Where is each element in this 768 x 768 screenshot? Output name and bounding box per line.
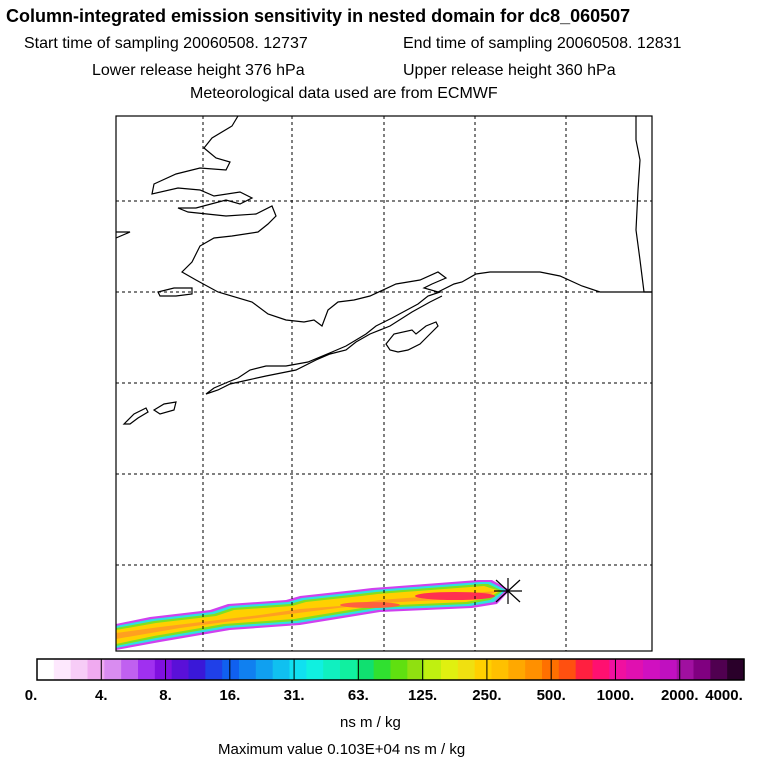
island-small-2 — [122, 407, 149, 425]
colorbar-tick-label: 31. — [283, 687, 305, 704]
island-small-3 — [152, 401, 177, 415]
colorbar-cell — [70, 659, 89, 680]
colorbar-tick-label: 8. — [159, 687, 172, 704]
colorbar-cell — [525, 659, 543, 680]
title: Column-integrated emission sensitivity i… — [6, 6, 631, 26]
colorbar-tick-label: 500. — [536, 687, 566, 704]
colorbar-cell — [121, 659, 139, 680]
map-frame — [115, 115, 653, 652]
plume-mid-core — [340, 602, 400, 608]
coastline-peninsula — [205, 291, 443, 395]
colorbar-cell — [356, 659, 375, 680]
colorbar-cell — [643, 659, 661, 680]
coastlines — [116, 116, 652, 425]
colorbar-cell — [323, 659, 341, 680]
colorbar-cell — [693, 659, 711, 680]
colorbar-cell — [188, 659, 206, 680]
colorbar-cell — [255, 659, 274, 680]
colorbar-cell — [390, 659, 408, 680]
colorbar-cell — [154, 659, 173, 680]
met-data-source: Meteorological data used are from ECMWF — [190, 85, 498, 102]
lower-release-height: Lower release height 376 hPa — [92, 62, 305, 79]
colorbar-cell — [424, 659, 442, 680]
colorbar-cell — [609, 659, 627, 680]
colorbar-cell — [222, 659, 240, 680]
colorbar-cell — [727, 659, 745, 680]
colorbar-cell — [340, 659, 358, 680]
colorbar-cell — [53, 659, 72, 680]
colorbar-frame — [36, 658, 745, 681]
colorbar-tick-label: 2000. — [660, 687, 699, 704]
coastline-north — [151, 116, 652, 327]
colorbar-tick-label: 63. — [347, 687, 369, 704]
coastline-west-tip — [116, 231, 131, 239]
colorbar-cell — [474, 659, 493, 680]
graticule — [116, 116, 652, 651]
colorbar-cell — [676, 659, 695, 680]
colorbar-cell — [558, 659, 577, 680]
island-small-1 — [157, 287, 193, 297]
colorbar-cell — [306, 659, 324, 680]
upper-release-height: Upper release height 360 hPa — [403, 62, 616, 79]
emission-plume — [116, 580, 510, 650]
colorbar-units: ns m / kg — [340, 714, 401, 731]
plume-peak-core — [415, 592, 495, 600]
colorbar-cell — [491, 659, 509, 680]
colorbar-cell — [289, 659, 307, 680]
colorbar-cell — [441, 659, 459, 680]
colorbar-tick-label: 1000. — [596, 687, 635, 704]
colorbar-cell — [626, 659, 644, 680]
colorbar-cell — [87, 659, 105, 680]
colorbar-tick-label: 4. — [95, 687, 108, 704]
colorbar-cell — [205, 659, 223, 680]
colorbar-cell — [407, 659, 425, 680]
colorbar-cell — [457, 659, 476, 680]
colorbar-cell — [37, 659, 55, 680]
colorbar-cell — [710, 659, 728, 680]
colorbar-cell — [508, 659, 526, 680]
coastline-east — [635, 116, 652, 293]
colorbar-cell — [138, 659, 156, 680]
colorbar-tick-label: 0. — [24, 687, 38, 704]
maximum-value: Maximum value 0.103E+04 ns m / kg — [218, 741, 466, 758]
release-point-star — [494, 578, 522, 604]
colorbar-cell — [171, 659, 190, 680]
colorbar-cell — [373, 659, 392, 680]
colorbar-tick-label: 16. — [219, 687, 241, 704]
colorbar — [37, 659, 745, 680]
colorbar-cell — [104, 659, 122, 680]
colorbar-cell — [659, 659, 678, 680]
sampling-start: Start time of sampling 20060508. 12737 — [24, 35, 308, 52]
colorbar-tick-label: 4000. — [705, 687, 743, 704]
colorbar-cell — [239, 659, 257, 680]
colorbar-tick-label: 125. — [408, 687, 438, 704]
colorbar-cell — [272, 659, 291, 680]
colorbar-cell — [592, 659, 610, 680]
island-kodiak — [385, 321, 439, 353]
colorbar-cell — [575, 659, 594, 680]
sampling-end: End time of sampling 20060508. 12831 — [403, 35, 682, 52]
colorbar-tick-label: 250. — [472, 687, 502, 704]
